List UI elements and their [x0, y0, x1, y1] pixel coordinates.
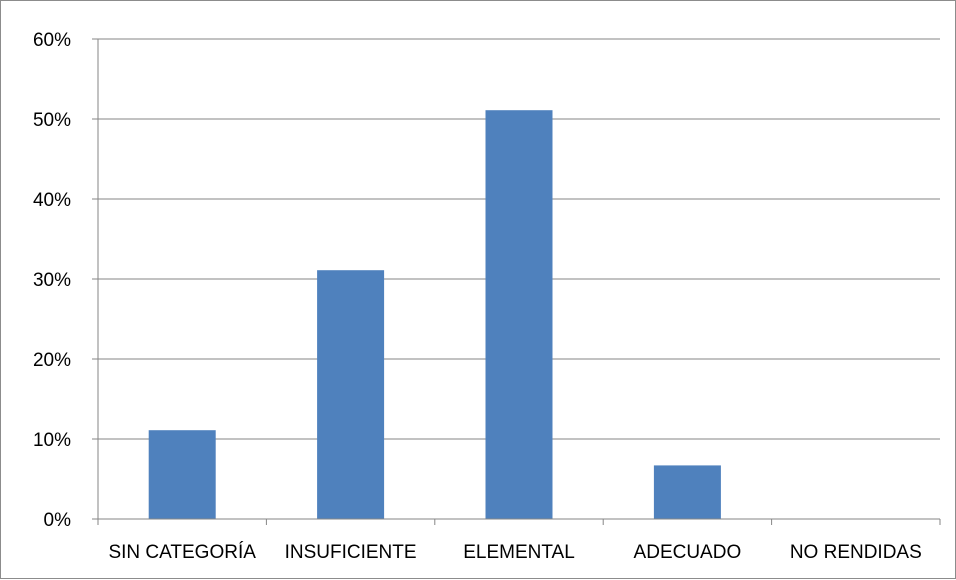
x-tick-label: ELEMENTAL — [463, 542, 575, 563]
bar — [485, 110, 553, 519]
bar — [653, 465, 721, 519]
y-tick-label: 60% — [33, 30, 71, 51]
x-tick-label: NO RENDIDAS — [790, 542, 922, 563]
bars — [148, 110, 721, 519]
x-tick-label: SIN CATEGORÍA — [108, 542, 256, 563]
y-tick-label: 0% — [44, 510, 72, 531]
bar — [148, 430, 216, 519]
y-tick-label: 40% — [33, 190, 71, 211]
y-tick-label: 10% — [33, 430, 71, 451]
x-tick-labels: SIN CATEGORÍA INSUFICIENTE ELEMENTAL ADECUA… — [108, 542, 921, 563]
x-tick-label: INSUFICIENTE — [285, 542, 417, 563]
x-tick-label: ADECUADO — [634, 542, 742, 563]
y-tick-labels: 0% 10% 20% 30% 40% 50% 60% — [33, 30, 71, 531]
y-tick-label: 20% — [33, 350, 71, 371]
bar — [317, 270, 385, 519]
y-tick-label: 30% — [33, 270, 71, 291]
y-tick-label: 50% — [33, 110, 71, 131]
axes — [92, 38, 941, 525]
